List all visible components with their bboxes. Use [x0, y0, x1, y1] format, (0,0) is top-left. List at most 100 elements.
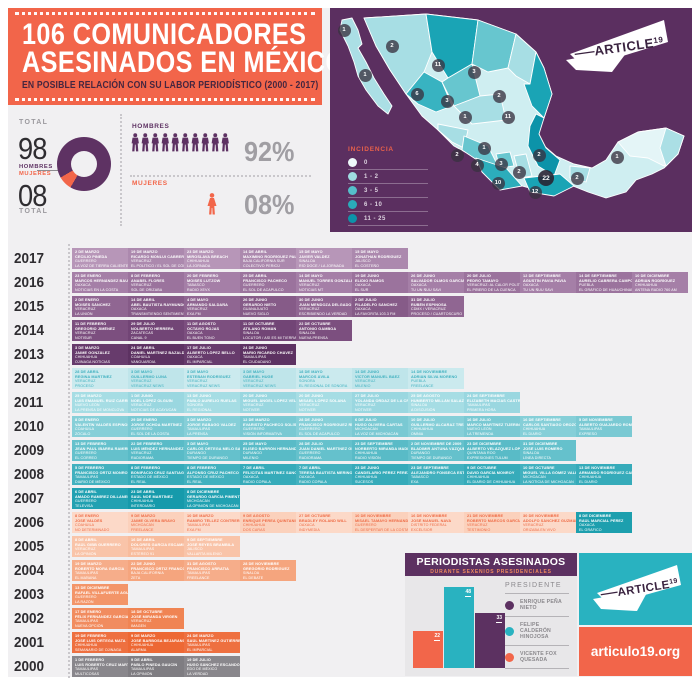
victim-name: MIGUEL ÁNGEL LÓPEZ VELASCO [243, 398, 296, 403]
victim-cell: 10 DE DICIEMBRE ADRIÁN RODRÍGUEZ CHIHUAHUA… [632, 272, 688, 293]
victim-state: VERACRUZ [355, 379, 376, 384]
victim-outlet: SUCESOS [355, 479, 374, 484]
victim-outlet: LA FAVORITA 103.3 FM [355, 311, 396, 316]
victim-name: RAÚL MARCIAL PÉREZ [579, 518, 624, 523]
victim-state: VERACRUZ [75, 379, 96, 384]
victim-state: TAMAULIPAS [187, 643, 211, 648]
victim-name: ELISEO BARRÓN HERNÁNDEZ [243, 446, 296, 451]
victim-outlet: VALLARTA MILENIO [187, 551, 222, 556]
victim-state: ESTADO DE MÉXICO [187, 475, 225, 480]
victim-state: TAMAULIPAS [75, 475, 99, 480]
incidence-legend-item: 1 - 2 [348, 170, 428, 184]
victim-state: GUERRERO [131, 427, 153, 432]
victim-name: AMADO RAMÍREZ DILLANES [75, 494, 128, 499]
victim-name: MANUEL TORRES GONZÁLEZ [299, 278, 352, 283]
victim-date: 9 DE OCTUBRE [467, 466, 497, 470]
victim-state: CHIHUAHUA [355, 475, 378, 480]
president-color-dot [505, 600, 514, 610]
victim-date: 12 DE SEPTIEMBRE [523, 274, 561, 278]
victim-state: GUERRERO [243, 283, 265, 288]
victim-state: OAXACA [355, 307, 371, 312]
victim-state: TABASCO [411, 475, 429, 480]
state-coahuila [471, 19, 517, 73]
victim-date: 29 DE JULIO [131, 322, 155, 326]
victim-date: 14 DE MAYO [299, 274, 323, 278]
victim-state: CHIHUAHUA [635, 283, 658, 288]
victim-cell: 20 DE JUNIO MISAEL LÓPEZ SOLANA VERACRUZ NO… [296, 392, 352, 413]
victim-cell: 29 DE ENERO JORGE OCHOA MARTÍNEZ GUERRERO E… [128, 416, 184, 437]
victim-cell: 8 DE FEBRERO BONIFACIO CRUZ SANTIAGO ESTAD… [128, 464, 184, 485]
victim-outlet: EL SOL DE LA COSTA [131, 431, 170, 436]
victim-name: JUAN DANIEL MARTÍNEZ GIL [299, 446, 352, 451]
man-icon [201, 133, 210, 157]
victim-name: FILADELFO SÁNCHEZ [355, 302, 398, 307]
victim-name: YOLANDA ORDAZ DE LA CRUZ [355, 398, 408, 403]
victim-name: NOEL LÓPEZ OLGUÍN [131, 398, 173, 403]
victim-outlet: MILENIO [243, 455, 259, 460]
victim-state: VERACRUZ [75, 547, 96, 552]
incidence-legend-item: 11 - 25 [348, 212, 428, 226]
victim-cell: 2 DE ENERO MOISÉS SÁNCHEZ VERACRUZ LA UNIÓN [72, 296, 128, 317]
victim-name: NORBERTO MIRANDA MADRID [355, 446, 408, 451]
victim-name: TERESA BAUTISTA MERINO [299, 470, 352, 475]
victim-state: SONORA [187, 403, 204, 408]
victim-outlet: CANAL 9 [131, 335, 147, 340]
victim-outlet: RADIO COPALA [243, 479, 271, 484]
victim-cell: 21 DE NOVIEMBRE ROBERTO MARCOS GARCÍA VERA… [464, 512, 520, 533]
victim-date: 23 DE MARZO [187, 250, 214, 254]
victim-date: 18 DE OCTUBRE [131, 610, 163, 614]
victim-cell: 2 DE MARZO CECILIO PINEDA GUERRERO LA VOZ D… [72, 248, 128, 269]
victim-date: 31 DE DICIEMBRE [523, 442, 558, 446]
victim-state: TAMAULIPAS [75, 571, 99, 576]
donut-pointer-line [37, 170, 59, 171]
victim-outlet: EL REAL [131, 479, 147, 484]
victim-outlet: PRIMERA HORA [467, 407, 496, 412]
victim-cell: 17 DE JULIO ALBERTO LÓPEZ BELLO OAXACA EL I… [184, 344, 240, 365]
victim-date: 3 DE MAYO [131, 370, 153, 374]
incidence-badge: 4 [470, 158, 484, 172]
victim-state: MICHOACÁN [355, 427, 378, 432]
victim-date: 16 DE ABRIL [131, 538, 156, 542]
year-label-2007: 2007 [14, 490, 45, 507]
title-line-2: ASESINADOS EN MÉXICO [22, 46, 346, 79]
victim-outlet: TU UN ÑUU SAVI [411, 287, 442, 292]
victim-state: CHIHUAHUA [187, 259, 210, 264]
victim-cell: 3 DE MAYO ESTEBAN RODRÍGUEZ VERACRUZ VERACR… [184, 368, 240, 389]
victim-name: FRANCISCO ARRATIA [187, 566, 229, 571]
timeline-row-2013: 3 DE MARZO JAIME GONZÁLEZ CHIHUAHUA OJINAGA… [72, 344, 296, 365]
victim-state: VERACRUZ [187, 379, 208, 384]
victim-outlet: EL SUR [355, 287, 369, 292]
victim-date: 31 DE AGOSTO [187, 562, 217, 566]
victim-outlet: LA OPINIÓN [75, 551, 97, 556]
man-icon [211, 133, 220, 157]
incidence-level-label: 1 - 2 [364, 173, 379, 180]
victim-outlet: EL DESPERTAR DE LA COSTA [355, 527, 408, 532]
victim-name: RAFAEL VILLAFUERTE AGUILAR [75, 590, 128, 595]
incidence-level-dot [348, 172, 357, 181]
victim-cell: 3 DE MARZO JAIME GONZÁLEZ CHIHUAHUA OJINAGA… [72, 344, 128, 365]
victim-date: 14 DE SEPTIEMBRE [579, 274, 617, 278]
victim-state: OAXACA [523, 283, 539, 288]
year-label-2014: 2014 [14, 322, 45, 339]
victim-date: 23 DE JUNIO [355, 466, 380, 470]
victim-outlet: EL DIARIO DE CHIHUAHUA [467, 479, 516, 484]
year-label-2013: 2013 [14, 346, 45, 363]
victim-name: JOSÉ REYES BRAMBILA [187, 542, 235, 547]
victim-cell: 24 DE JUNIO MARIO RICARDO CHÁVEZ TAMAULIPA… [240, 344, 296, 365]
victim-cell: 19 DE MARZO ROBERTO MORA GARCÍA TAMAULIPAS… [72, 560, 128, 581]
state-tamaulipas [523, 51, 553, 119]
website-link[interactable]: articulo19.org [590, 644, 681, 659]
victim-date: 13 DE NOVIEMBRE [579, 466, 616, 470]
bar-chart-subtitle: DURANTE SEXENIOS PRESIDENCIALES [430, 569, 552, 575]
victim-cell: 25 DE ABRIL FRANCISCO PACHECO GUERRERO EL S… [240, 272, 296, 293]
victim-cell: 7 DE ABRIL TERESA BAUTISTA MERINO OAXACA RA… [296, 464, 352, 485]
victim-state: GUERRERO [299, 451, 321, 456]
state-baja-california [339, 17, 393, 115]
victim-outlet: NOTIVER [243, 407, 260, 412]
victim-cell: 20 DE FEBRERO MOISÉS LUTZOW TABASCO RADIO X… [184, 272, 240, 293]
victim-outlet: VANGUARDIA [131, 359, 156, 364]
victim-outlet: DOS CARAS [243, 527, 266, 532]
victim-name: CECILIO PINEDA [75, 254, 108, 259]
